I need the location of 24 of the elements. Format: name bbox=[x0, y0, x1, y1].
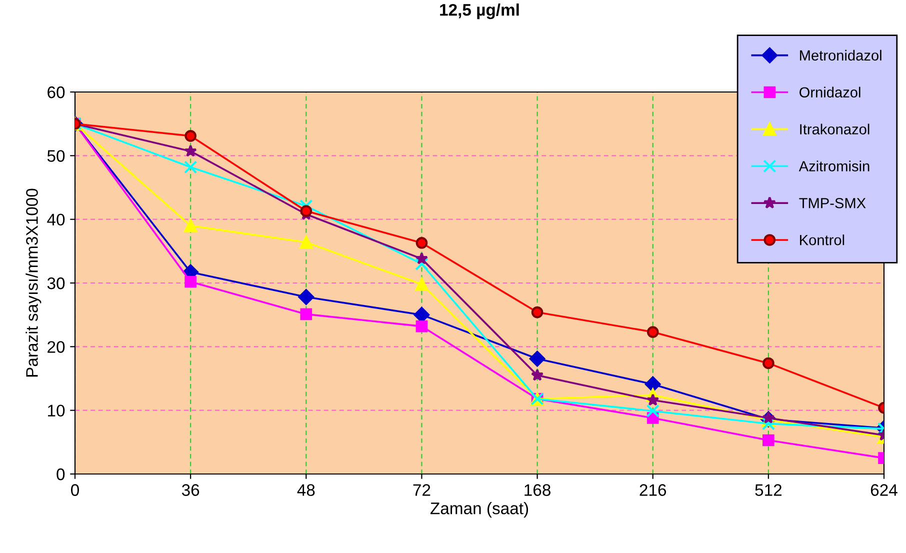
legend-label: Metronidazol bbox=[800, 50, 882, 61]
y-tick-label: 60 bbox=[48, 86, 65, 98]
x-tick-label: 72 bbox=[413, 484, 430, 496]
legend-label: TMP-SMX bbox=[799, 198, 866, 208]
legend-label: Itrakonazol bbox=[800, 124, 870, 134]
legend-label: Ornidazol bbox=[800, 86, 860, 98]
x-tick-label: 168 bbox=[524, 484, 550, 496]
y-tick-label: 40 bbox=[47, 214, 65, 226]
x-tick-label: 512 bbox=[755, 484, 782, 496]
y-tick-label: 10 bbox=[48, 404, 65, 417]
x-tick-label: 216 bbox=[640, 484, 666, 496]
y-axis-title: Parazit sayısı/mm3X1000 bbox=[26, 188, 42, 377]
x-tick-label: 48 bbox=[297, 484, 315, 496]
x-tick-label: 36 bbox=[182, 484, 200, 496]
y-tick-label: 0 bbox=[56, 468, 65, 480]
x-axis-title: Zaman (saat) bbox=[430, 502, 528, 518]
legend-label: Azitromisin bbox=[798, 160, 870, 172]
x-tick-label: 0 bbox=[71, 484, 79, 496]
chart-title: 12,5 µg/ml bbox=[440, 4, 519, 20]
y-tick-label: 50 bbox=[47, 150, 65, 162]
x-tick-label: 624 bbox=[870, 484, 898, 496]
legend-label: Kontrol bbox=[800, 234, 844, 246]
y-tick-label: 20 bbox=[48, 341, 65, 353]
y-tick-label: 30 bbox=[47, 277, 65, 290]
